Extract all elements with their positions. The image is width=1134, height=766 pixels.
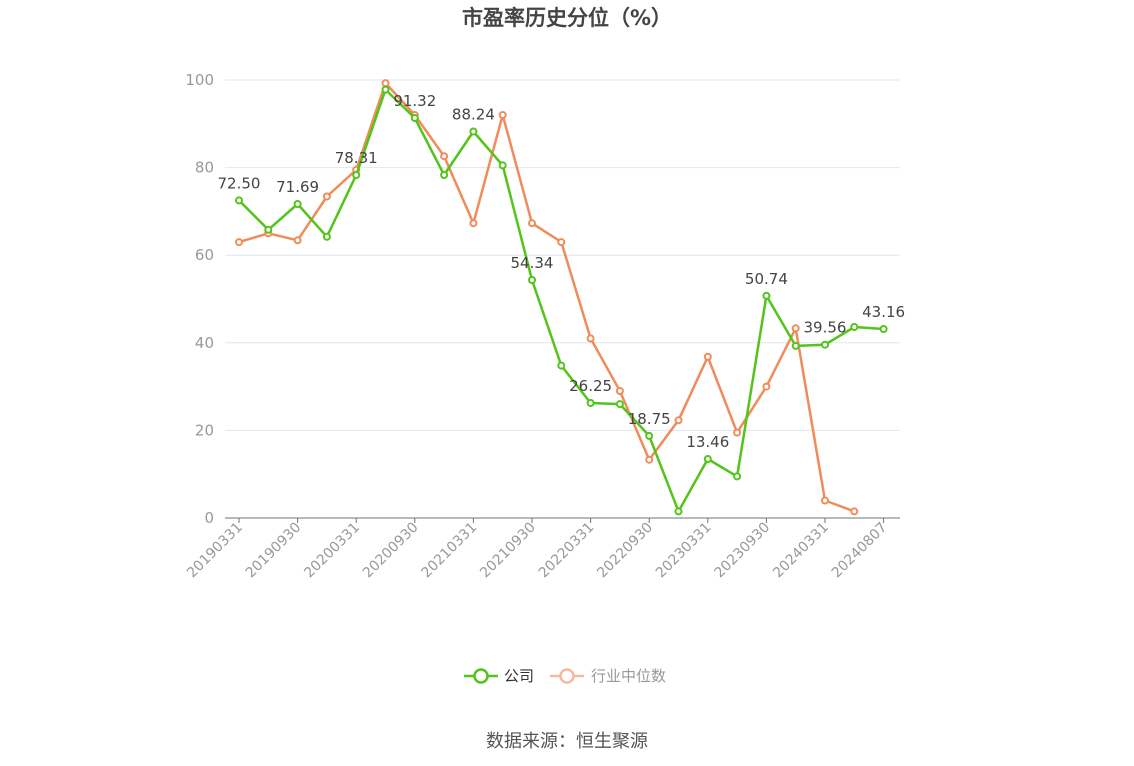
data-point-industry-median[interactable] [791,324,800,333]
y-tick-label: 20 [195,421,214,439]
data-point-industry-median[interactable] [615,387,624,395]
series-line-industry-median [238,81,855,513]
legend-label-company: 公司 [504,667,534,685]
y-tick-label: 60 [195,246,214,264]
data-labels: 72.50 71.69 78.31 91.32 88.24 54.34 26.25 18.75… [218,92,906,451]
y-tick-label: 100 [185,71,214,89]
x-tick-label: 20200930 [360,520,422,582]
data-source: 数据来源：恒生聚源 [486,731,648,752]
data-point-company[interactable] [703,455,712,463]
data-point-company[interactable] [615,400,624,409]
data-point-company[interactable] [733,472,742,481]
chart-title: 市盈率历史分位（%） [462,6,672,30]
data-point-company[interactable] [381,85,390,94]
x-tick-label: 20190930 [243,520,305,582]
legend-item-company[interactable]: 公司 [464,667,534,685]
x-tick-label: 20200331 [301,520,363,582]
data-point-industry-median[interactable] [528,219,536,228]
data-label: 43.16 [862,303,905,321]
data-point-company[interactable] [557,361,566,370]
data-point-industry-median[interactable] [440,152,449,161]
data-point-industry-median[interactable] [703,352,712,361]
legend-marker-company [473,668,489,684]
y-tick-label: 80 [195,159,214,177]
x-tick-label: 20210331 [419,520,481,582]
x-tick-label: 20230930 [712,520,774,582]
data-point-company[interactable] [469,127,478,136]
data-label: 72.50 [218,174,261,192]
data-point-industry-median[interactable] [850,507,859,516]
data-point-company[interactable] [645,431,654,440]
data-point-industry-median[interactable] [293,236,302,245]
data-label: 54.34 [511,254,554,272]
data-label: 26.25 [569,377,612,395]
data-point-company[interactable] [879,325,888,333]
data-point-company[interactable] [498,161,507,170]
data-label: 78.31 [335,149,378,167]
data-label: 39.56 [804,319,847,337]
legend-item-industry-median[interactable]: 行业中位数 [550,667,666,685]
data-point-industry-median[interactable] [322,192,331,201]
data-point-company[interactable] [235,196,243,205]
data-point-company[interactable] [264,225,273,234]
series-lines [235,79,888,516]
data-point-industry-median[interactable] [821,496,829,505]
x-tick-label: 20210930 [477,520,539,582]
x-tick-label: 20220331 [536,520,598,582]
x-tick-label: 20230331 [653,520,715,582]
data-label: 50.74 [745,270,788,288]
x-tick-label: 20220930 [594,520,656,582]
data-point-industry-median[interactable] [469,219,478,228]
data-point-industry-median[interactable] [645,455,654,464]
legend[interactable]: 公司 行业中位数 [464,667,666,685]
y-tick-label: 0 [204,509,214,527]
y-tick-label: 40 [195,334,214,352]
data-label: 18.75 [628,410,671,428]
data-point-industry-median[interactable] [762,382,771,391]
x-tick-label: 20190331 [184,520,246,582]
grid-lines [225,79,900,431]
data-label: 88.24 [452,106,495,124]
data-point-company[interactable] [528,276,536,284]
data-point-company[interactable] [293,200,302,208]
data-label: 71.69 [276,178,319,196]
data-point-company[interactable] [322,232,331,241]
data-point-company[interactable] [440,171,449,179]
data-point-industry-median[interactable] [235,238,243,247]
data-point-company[interactable] [850,323,859,331]
data-point-company[interactable] [762,291,771,300]
data-point-company[interactable] [410,114,419,122]
data-point-company[interactable] [352,171,361,179]
data-label: 91.32 [393,92,436,110]
data-point-company[interactable] [821,340,829,349]
data-label: 13.46 [686,433,729,451]
legend-marker-industry-median [559,668,575,684]
data-point-company[interactable] [586,399,595,407]
data-point-company[interactable] [674,507,683,516]
x-tick-label: 20240331 [770,520,832,582]
data-point-industry-median[interactable] [586,334,595,343]
data-point-industry-median[interactable] [733,428,742,437]
data-point-industry-median[interactable] [381,79,390,88]
data-point-company[interactable] [791,341,800,350]
data-point-industry-median[interactable] [674,416,683,425]
data-point-industry-median[interactable] [557,238,566,247]
x-tick-label: 20240807 [829,520,891,582]
data-point-industry-median[interactable] [498,111,507,119]
legend-label-industry-median: 行业中位数 [591,667,666,685]
